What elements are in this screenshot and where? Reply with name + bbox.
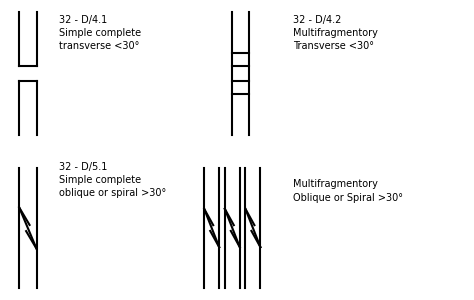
Text: 32 - D/5.1
Simple complete
oblique or spiral >30°: 32 - D/5.1 Simple complete oblique or sp… [59,162,166,198]
Text: 32 - D/4.2
Multifragmentory
Transverse <30°: 32 - D/4.2 Multifragmentory Transverse <… [293,15,378,51]
Text: Multifragmentory
Oblique or Spiral >30°: Multifragmentory Oblique or Spiral >30° [293,179,403,203]
Text: 32 - D/4.1
Simple complete
transverse <30°: 32 - D/4.1 Simple complete transverse <3… [59,15,141,51]
